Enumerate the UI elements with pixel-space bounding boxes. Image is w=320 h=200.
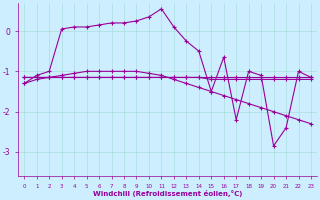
X-axis label: Windchill (Refroidissement éolien,°C): Windchill (Refroidissement éolien,°C) [93,190,242,197]
